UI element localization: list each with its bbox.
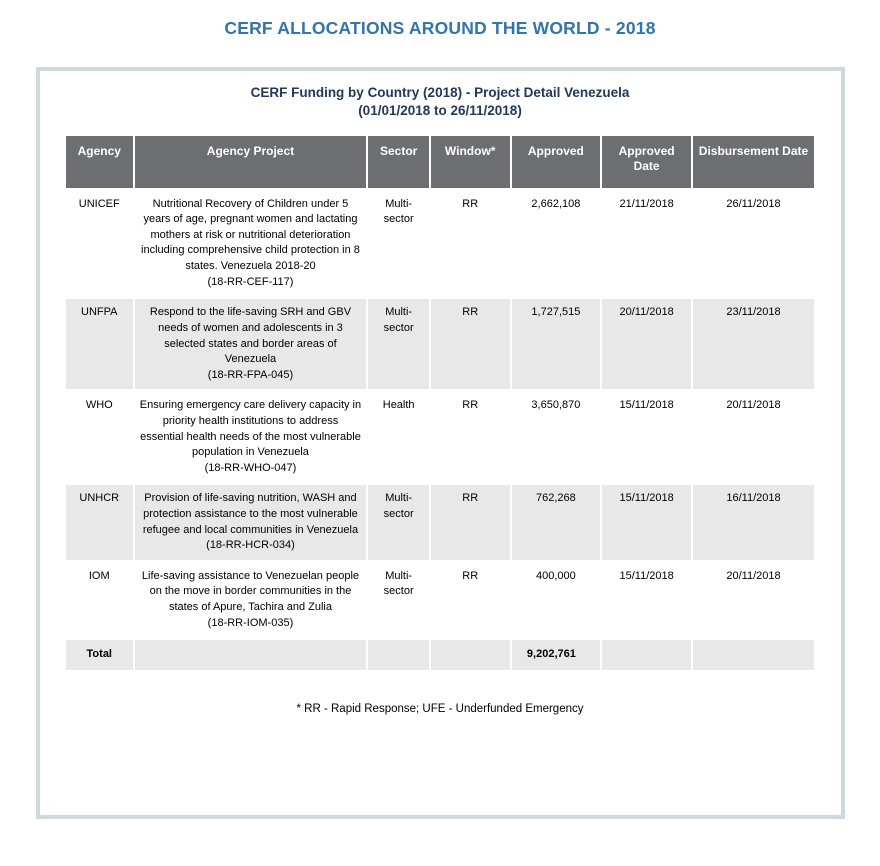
approved-cell: 3,650,870 [511, 392, 601, 483]
col-header-approved-date: Approved Date [602, 135, 691, 188]
agency-cell: UNHCR [66, 485, 133, 560]
disbursement-date-cell: 23/11/2018 [692, 299, 814, 390]
col-header-window: Window* [430, 135, 510, 188]
agency-cell: UNICEF [66, 190, 133, 297]
col-header-sector: Sector [368, 135, 429, 188]
approved-date-cell: 15/11/2018 [602, 392, 691, 483]
project-code: (18-RR-FPA-045) [207, 368, 294, 381]
total-approved-date-cell [602, 640, 691, 670]
project-code: (18-RR-CEF-117) [207, 275, 294, 288]
agency-cell: WHO [66, 392, 133, 483]
sector-cell: Multi-sector [368, 299, 429, 390]
project-text: Ensuring emergency care delivery capacit… [139, 399, 362, 459]
approved-cell: 762,268 [511, 485, 601, 560]
agency-cell: IOM [66, 562, 133, 638]
project-cell: Provision of life-saving nutrition, WASH… [134, 485, 367, 560]
col-header-agency-project: Agency Project [134, 135, 367, 188]
disbursement-date-cell: 20/11/2018 [692, 392, 814, 483]
project-cell: Respond to the life-saving SRH and GBV n… [134, 299, 367, 390]
project-cell: Ensuring emergency care delivery capacit… [134, 392, 367, 483]
report-title-line1: CERF Funding by Country (2018) - Project… [250, 85, 630, 100]
project-text: Provision of life-saving nutrition, WASH… [142, 492, 359, 536]
window-cell: RR [430, 562, 510, 638]
total-label-cell: Total [66, 640, 133, 670]
total-project-cell [134, 640, 367, 670]
page-title: CERF ALLOCATIONS AROUND THE WORLD - 2018 [224, 18, 656, 38]
project-text: Life-saving assistance to Venezuelan peo… [141, 569, 360, 614]
agency-cell: UNFPA [66, 299, 133, 390]
col-header-disbursement-date: Disbursement Date [692, 135, 814, 188]
sector-cell: Multi-sector [368, 562, 429, 638]
window-cell: RR [430, 190, 510, 297]
sector-cell: Multi-sector [368, 485, 429, 560]
table-row: WHO Ensuring emergency care delivery cap… [66, 392, 814, 483]
report-title-line2: (01/01/2018 to 26/11/2018) [358, 102, 522, 118]
table-row: UNHCR Provision of life-saving nutrition… [66, 485, 814, 560]
report-title: CERF Funding by Country (2018) - Project… [40, 84, 841, 120]
window-cell: RR [430, 299, 510, 390]
total-approved-cell: 9,202,761 [511, 640, 601, 670]
funding-table: Agency Agency Project Sector Window* App… [64, 133, 816, 673]
project-text: Respond to the life-saving SRH and GBV n… [149, 306, 352, 366]
project-cell: Nutritional Recovery of Children under 5… [134, 190, 367, 297]
table-row: UNFPA Respond to the life-saving SRH and… [66, 299, 814, 390]
approved-date-cell: 20/11/2018 [602, 299, 691, 390]
approved-cell: 400,000 [511, 562, 601, 638]
disbursement-date-cell: 16/11/2018 [692, 485, 814, 560]
project-cell: Life-saving assistance to Venezuelan peo… [134, 562, 367, 638]
sector-cell: Health [368, 392, 429, 483]
total-row: Total 9,202,761 [66, 640, 814, 670]
total-window-cell [430, 640, 510, 670]
col-header-approved: Approved [511, 135, 601, 188]
approved-cell: 2,662,108 [511, 190, 601, 297]
table-row: IOM Life-saving assistance to Venezuelan… [66, 562, 814, 638]
report-box: CERF Funding by Country (2018) - Project… [35, 67, 845, 819]
window-cell: RR [430, 392, 510, 483]
col-header-agency: Agency [66, 135, 133, 188]
project-code: (18-RR-WHO-047) [204, 461, 297, 474]
sector-cell: Multi-sector [368, 190, 429, 297]
window-footnote: * RR - Rapid Response; UFE - Underfunded… [296, 702, 584, 715]
project-code: (18-RR-HCR-034) [206, 539, 295, 552]
total-disbursement-date-cell [692, 640, 814, 670]
window-cell: RR [430, 485, 510, 560]
table-header-row: Agency Agency Project Sector Window* App… [66, 135, 814, 188]
disbursement-date-cell: 26/11/2018 [692, 190, 814, 297]
project-text: Nutritional Recovery of Children under 5… [141, 197, 360, 273]
approved-cell: 1,727,515 [511, 299, 601, 390]
approved-date-cell: 15/11/2018 [602, 562, 691, 638]
total-sector-cell [368, 640, 429, 670]
disbursement-date-cell: 20/11/2018 [692, 562, 814, 638]
approved-date-cell: 15/11/2018 [602, 485, 691, 560]
project-code: (18-RR-IOM-035) [207, 616, 294, 629]
table-row: UNICEF Nutritional Recovery of Children … [66, 190, 814, 297]
approved-date-cell: 21/11/2018 [602, 190, 691, 297]
